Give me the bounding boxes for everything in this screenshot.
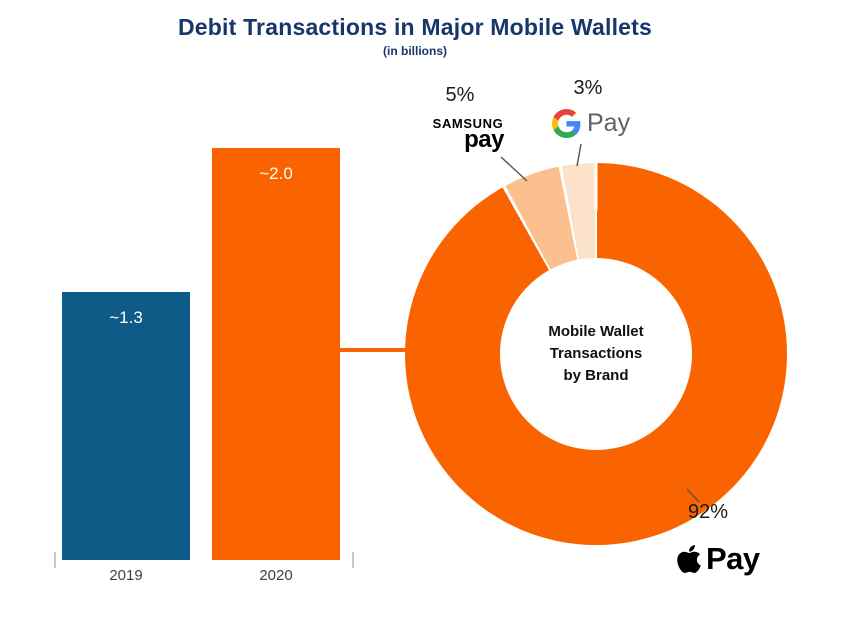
- samsung-wordmark: SAMSUNG: [432, 116, 504, 131]
- bar-value-2019: ~1.3: [109, 308, 143, 327]
- apple-pay-wordmark: Pay: [706, 541, 760, 576]
- bar: ~1.3: [62, 292, 190, 560]
- x-axis-label-2019: 2019: [109, 567, 143, 584]
- page-title: Debit Transactions in Major Mobile Walle…: [177, 14, 652, 40]
- connector-line: [340, 348, 412, 352]
- apple-pay-logo: Pay: [676, 541, 760, 577]
- samsung-pay-logo: SAMSUNG pay: [420, 116, 516, 154]
- page-subtitle: (in billions): [383, 44, 447, 58]
- google-pay-logo: Pay: [552, 109, 630, 138]
- google-percent-label: 3%: [573, 77, 603, 99]
- bar-value-2020: ~2.0: [259, 164, 293, 183]
- axis-tick: [352, 552, 354, 568]
- donut-center-line1: Mobile Wallet: [548, 323, 644, 341]
- bar: ~2.0: [212, 148, 340, 560]
- samsung-pay-wordmark: pay: [464, 126, 504, 153]
- axis-tick: [54, 552, 56, 568]
- donut-center-line2: Transactions: [549, 345, 643, 363]
- google-pay-wordmark: Pay: [587, 109, 631, 137]
- donut-center-label: Mobile Wallet Transactions by Brand: [500, 258, 692, 450]
- apple-percent-label: 92%: [688, 501, 729, 523]
- google-g-icon: [552, 109, 581, 138]
- donut-center-line3: by Brand: [563, 366, 629, 384]
- samsung-percent-label: 5%: [445, 84, 475, 106]
- x-axis-label-2020: 2020: [259, 567, 293, 584]
- apple-icon: [676, 543, 702, 575]
